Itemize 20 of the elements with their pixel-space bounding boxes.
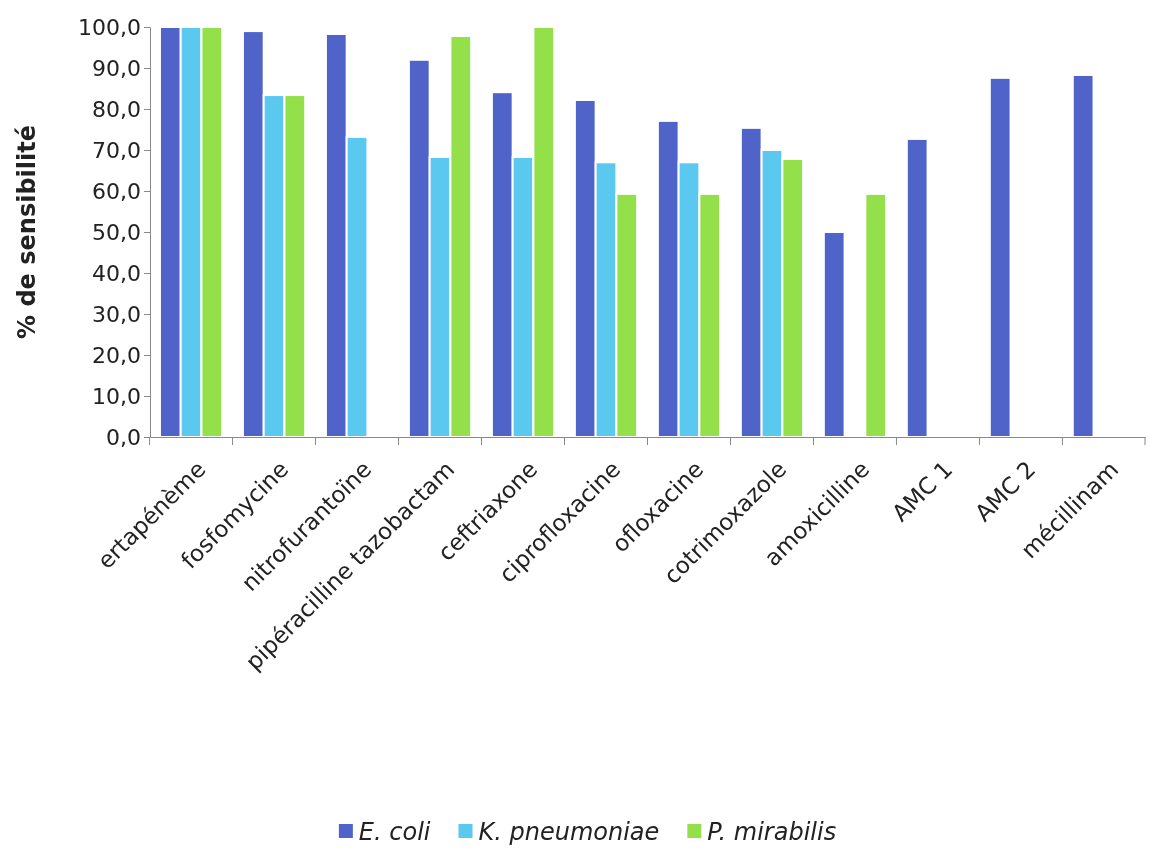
y-tick-label: 50,0 xyxy=(92,219,141,245)
bar xyxy=(988,76,1012,438)
y-tick-label: 30,0 xyxy=(92,301,141,327)
y-tick-label: 0,0 xyxy=(106,424,141,450)
legend-label: E. coli xyxy=(358,818,431,847)
y-tick-label: 60,0 xyxy=(92,178,141,204)
y-tick-label: 40,0 xyxy=(92,260,141,286)
y-tick-label: 80,0 xyxy=(92,96,141,122)
bar xyxy=(1071,73,1095,438)
legend-label: K. pneumoniae xyxy=(478,818,660,847)
y-tick-label: 70,0 xyxy=(92,137,141,163)
bar xyxy=(905,137,929,438)
y-tick-label: 20,0 xyxy=(92,342,141,368)
y-tick-label: 90,0 xyxy=(92,55,141,81)
bar xyxy=(822,231,846,438)
y-axis-title: % de sensibilité xyxy=(13,125,41,339)
bar xyxy=(864,192,888,438)
y-tick-label: 100,0 xyxy=(78,14,141,40)
legend-label: P. mirabilis xyxy=(707,818,837,847)
y-tick-label: 10,0 xyxy=(92,383,141,409)
